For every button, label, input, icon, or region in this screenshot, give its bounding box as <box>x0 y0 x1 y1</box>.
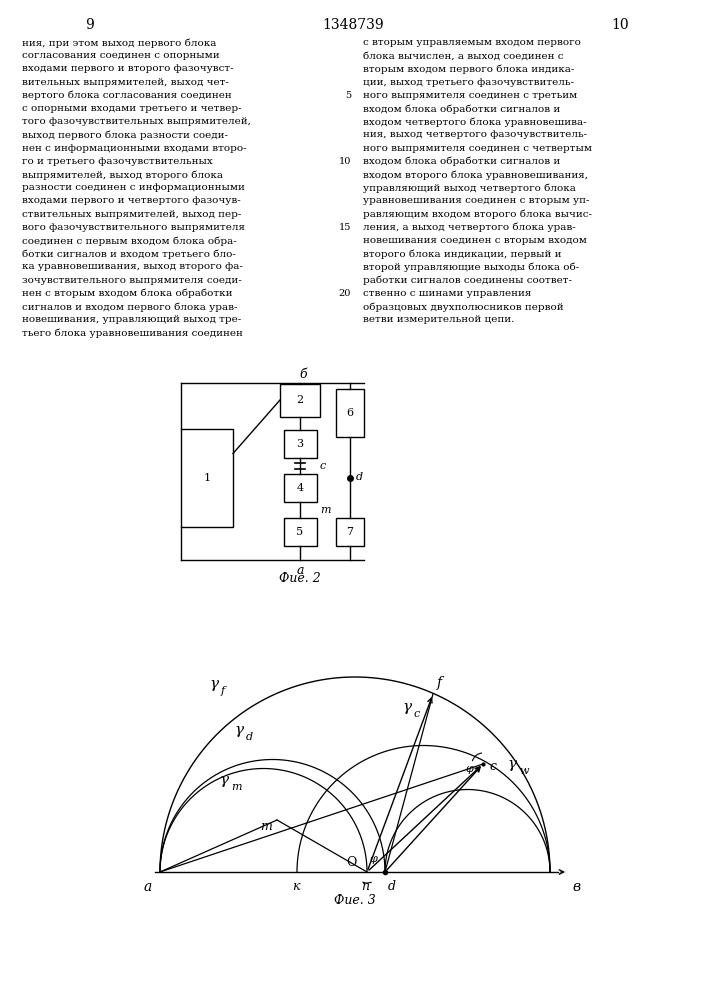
Text: Фие. 2: Фие. 2 <box>279 572 321 585</box>
Text: вительных выпрямителей, выход чет-: вительных выпрямителей, выход чет- <box>22 78 229 87</box>
Text: образцовых двухполюсников первой: образцовых двухполюсников первой <box>363 302 563 312</box>
Text: второй управляющие выходы блока об-: второй управляющие выходы блока об- <box>363 262 579 272</box>
Bar <box>284 518 317 546</box>
Text: m: m <box>260 820 272 832</box>
Text: 7: 7 <box>346 527 354 537</box>
Text: ного выпрямителя соединен с третьим: ного выпрямителя соединен с третьим <box>363 91 577 100</box>
Text: входом блока обработки сигналов и: входом блока обработки сигналов и <box>363 104 560 113</box>
Text: б: б <box>299 368 307 381</box>
Text: c: c <box>489 760 496 772</box>
Text: к: к <box>292 880 300 893</box>
Text: вертого блока согласования соединен: вертого блока согласования соединен <box>22 91 232 100</box>
Text: w: w <box>519 766 529 776</box>
Text: зочувствительного выпрямителя соеди-: зочувствительного выпрямителя соеди- <box>22 276 242 285</box>
Text: соединен с первым входом блока обра-: соединен с первым входом блока обра- <box>22 236 237 245</box>
Bar <box>284 474 317 502</box>
Text: ветви измерительной цепи.: ветви измерительной цепи. <box>363 315 515 324</box>
Bar <box>284 430 317 458</box>
Text: входом второго блока уравновешивания,: входом второго блока уравновешивания, <box>363 170 588 180</box>
Bar <box>280 383 320 416</box>
Text: ния, выход четвертого фазочувствитель-: ния, выход четвертого фазочувствитель- <box>363 130 587 139</box>
Text: уравновешивания соединен с вторым уп-: уравновешивания соединен с вторым уп- <box>363 196 590 205</box>
Text: n: n <box>361 880 369 893</box>
Text: новешивания соединен с вторым входом: новешивания соединен с вторым входом <box>363 236 587 245</box>
Text: с вторым управляемым входом первого: с вторым управляемым входом первого <box>363 38 581 47</box>
Text: новешивания, управляющий выход тре-: новешивания, управляющий выход тре- <box>22 315 241 324</box>
Text: m: m <box>231 782 242 792</box>
Text: f: f <box>221 686 225 696</box>
Text: го и третьего фазочувствительных: го и третьего фазочувствительных <box>22 157 213 166</box>
Text: m: m <box>320 505 330 515</box>
Text: 1348739: 1348739 <box>322 18 385 32</box>
Text: управляющий выход четвертого блока: управляющий выход четвертого блока <box>363 183 576 193</box>
Text: 4: 4 <box>296 483 303 493</box>
Text: входами первого и четвертого фазочув-: входами первого и четвертого фазочув- <box>22 196 241 205</box>
Text: c: c <box>320 461 326 471</box>
Text: 3: 3 <box>296 439 303 449</box>
Text: γ: γ <box>235 723 244 737</box>
Text: выход первого блока разности соеди-: выход первого блока разности соеди- <box>22 130 228 140</box>
Bar <box>336 389 364 437</box>
Text: c: c <box>414 709 420 719</box>
Text: а: а <box>144 880 152 894</box>
Text: а: а <box>296 564 304 577</box>
Text: d: d <box>388 880 396 893</box>
Text: O: O <box>346 856 356 868</box>
Text: ления, а выход четвертого блока урав-: ления, а выход четвертого блока урав- <box>363 223 575 232</box>
Text: γ: γ <box>210 677 219 691</box>
Text: нен с информационными входами второ-: нен с информационными входами второ- <box>22 144 247 153</box>
Text: входом блока обработки сигналов и: входом блока обработки сигналов и <box>363 157 560 166</box>
Text: 2: 2 <box>296 395 303 405</box>
Text: γ: γ <box>403 700 412 714</box>
Text: φ: φ <box>369 854 377 864</box>
Text: вторым входом первого блока индика-: вторым входом первого блока индика- <box>363 64 574 74</box>
Text: входом четвертого блока уравновешива-: входом четвертого блока уравновешива- <box>363 117 587 127</box>
Bar <box>181 429 233 527</box>
Text: ции, выход третьего фазочувствитель-: ции, выход третьего фазочувствитель- <box>363 78 574 87</box>
Text: того фазочувствительных выпрямителей,: того фазочувствительных выпрямителей, <box>22 117 251 126</box>
Text: ного выпрямителя соединен с четвертым: ного выпрямителя соединен с четвертым <box>363 144 592 153</box>
Text: сигналов и входом первого блока урав-: сигналов и входом первого блока урав- <box>22 302 238 312</box>
Text: 5: 5 <box>345 91 351 100</box>
Text: вого фазочувствительного выпрямителя: вого фазочувствительного выпрямителя <box>22 223 245 232</box>
Text: f: f <box>437 676 442 690</box>
Text: равляющим входом второго блока вычис-: равляющим входом второго блока вычис- <box>363 210 592 219</box>
Text: нен с вторым входом блока обработки: нен с вторым входом блока обработки <box>22 289 233 298</box>
Text: разности соединен с информационными: разности соединен с информационными <box>22 183 245 192</box>
Text: Фие. 3: Фие. 3 <box>334 894 376 907</box>
Text: с опорными входами третьего и четвер-: с опорными входами третьего и четвер- <box>22 104 242 113</box>
Text: ственно с шинами управления: ственно с шинами управления <box>363 289 532 298</box>
Text: 1: 1 <box>204 473 211 483</box>
Text: согласования соединен с опорными: согласования соединен с опорными <box>22 51 220 60</box>
Text: ния, при этом выход первого блока: ния, при этом выход первого блока <box>22 38 216 47</box>
Text: ствительных выпрямителей, выход пер-: ствительных выпрямителей, выход пер- <box>22 210 241 219</box>
Text: γ: γ <box>220 773 229 787</box>
Text: выпрямителей, выход второго блока: выпрямителей, выход второго блока <box>22 170 223 180</box>
Text: тьего блока уравновешивания соединен: тьего блока уравновешивания соединен <box>22 328 243 338</box>
Bar <box>336 518 364 546</box>
Text: ка уравновешивания, выход второго фа-: ка уравновешивания, выход второго фа- <box>22 262 243 271</box>
Text: 10: 10 <box>611 18 629 32</box>
Text: 5: 5 <box>296 527 303 537</box>
Text: входами первого и второго фазочувст-: входами первого и второго фазочувст- <box>22 64 233 73</box>
Text: 9: 9 <box>86 18 94 32</box>
Text: d: d <box>356 473 363 483</box>
Text: блока вычислен, а выход соединен с: блока вычислен, а выход соединен с <box>363 51 563 60</box>
Text: 20: 20 <box>339 289 351 298</box>
Text: 15: 15 <box>339 223 351 232</box>
Text: 6: 6 <box>346 408 354 418</box>
Text: второго блока индикации, первый и: второго блока индикации, первый и <box>363 249 561 259</box>
Text: d: d <box>246 732 253 742</box>
Text: в: в <box>572 880 580 894</box>
Text: работки сигналов соединены соответ-: работки сигналов соединены соответ- <box>363 276 572 285</box>
Text: γ: γ <box>508 757 517 771</box>
Text: ботки сигналов и входом третьего бло-: ботки сигналов и входом третьего бло- <box>22 249 236 259</box>
Text: φ: φ <box>465 764 473 774</box>
Text: 10: 10 <box>339 157 351 166</box>
